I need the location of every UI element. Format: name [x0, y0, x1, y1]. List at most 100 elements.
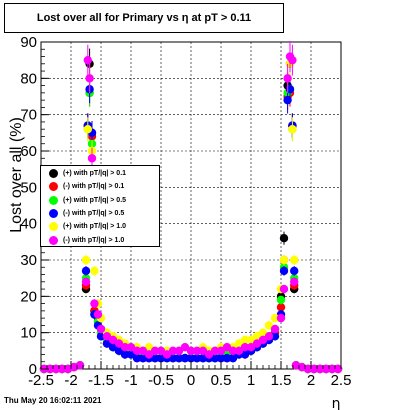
data-point	[279, 266, 289, 276]
data-point	[45, 364, 55, 374]
x-tick-label: -2.5	[28, 372, 54, 389]
data-point	[303, 364, 313, 374]
x-tick-label: -1.5	[88, 372, 114, 389]
data-point	[222, 353, 232, 363]
x-tick-label: 0	[187, 372, 195, 389]
data-point	[85, 74, 94, 83]
legend-label: (-) with pT/|q| > 0.1	[63, 183, 125, 191]
data-point	[87, 154, 97, 163]
data-point	[327, 364, 337, 374]
chart-title: Lost over all for Primary vs η at pT > 0…	[4, 3, 284, 33]
legend-label: (-) with pT/|q| > 0.5	[63, 210, 125, 218]
x-tick-label: -0.5	[148, 372, 174, 389]
y-tick-label: 10	[20, 325, 37, 342]
data-point	[57, 364, 67, 374]
data-point	[228, 346, 238, 356]
data-point	[321, 364, 331, 374]
y-tick-label: 30	[20, 252, 37, 269]
legend-marker	[49, 235, 58, 245]
data-point	[93, 310, 103, 319]
legend-marker	[49, 222, 58, 232]
data-point	[210, 346, 220, 356]
x-tick-label: 2.5	[331, 372, 352, 389]
legend-label: (+) with pT/|q| > 0.1	[63, 170, 127, 178]
data-point	[309, 364, 319, 374]
x-tick-label: 2	[307, 372, 315, 389]
data-point	[276, 313, 286, 323]
axes: -2.5 -2 -1.5 -1 -0.5 0 0.5 1 1.5 2 2.5 0 10 20 30 40 50 6…	[20, 34, 351, 389]
data-point	[270, 324, 280, 334]
y-tick-label: 60	[20, 143, 37, 160]
data-point	[96, 324, 106, 334]
legend-entry: (-) with pT/|q| > 1.0	[41, 233, 159, 246]
data-point	[315, 364, 325, 374]
data-point	[276, 303, 286, 312]
data-point	[83, 125, 93, 134]
x-axis-label: η	[332, 396, 341, 410]
y-tick-label: 80	[20, 70, 37, 87]
data-point	[83, 55, 93, 65]
data-point	[290, 277, 299, 286]
data-point	[240, 343, 250, 352]
x-tick-label: -1	[124, 372, 137, 389]
data-point	[270, 332, 280, 341]
data-point	[288, 55, 297, 65]
data-point	[279, 284, 289, 294]
data-point	[150, 346, 160, 356]
legend-entry: (-) with pT/|q| > 0.5	[41, 207, 159, 220]
data-point	[290, 255, 299, 265]
data-point	[120, 350, 130, 359]
y-tick-label: 40	[20, 216, 37, 233]
data-points	[39, 40, 343, 374]
data-point	[180, 353, 190, 363]
data-point	[174, 353, 184, 363]
data-point	[240, 335, 250, 345]
data-point	[90, 299, 99, 308]
data-point	[132, 353, 142, 363]
data-point	[283, 95, 292, 105]
data-point	[81, 255, 91, 265]
legend-marker	[49, 195, 58, 205]
data-point	[333, 364, 343, 374]
data-point	[81, 266, 91, 276]
y-tick-label: 20	[20, 288, 37, 305]
legend-entry: (-) with pT/|q| > 0.1	[41, 180, 159, 193]
legend: (+) with pT/|q| > 0.1 (-) with pT/|q| > 0…	[40, 165, 160, 247]
legend-entry: (+) with pT/|q| > 0.5	[41, 194, 159, 207]
legend-marker	[49, 182, 58, 192]
y-tick-label: 0	[29, 361, 37, 378]
y-tick-label: 50	[20, 179, 37, 196]
y-tick-label: 70	[20, 107, 37, 124]
data-point	[288, 125, 297, 134]
data-point	[279, 255, 289, 265]
data-point	[264, 332, 274, 341]
legend-marker	[49, 209, 58, 219]
legend-label: (-) with pT/|q| > 1.0	[63, 236, 125, 244]
data-point	[290, 266, 299, 276]
legend-label: (+) with pT/|q| > 1.0	[63, 223, 127, 231]
legend-entry: (+) with pT/|q| > 1.0	[41, 220, 159, 233]
data-point	[192, 353, 202, 363]
data-point	[283, 74, 292, 83]
data-point	[186, 346, 196, 356]
data-point	[276, 295, 286, 305]
data-point	[285, 85, 295, 94]
legend-entry: (+) with pT/|q| > 0.1	[41, 167, 159, 180]
timestamp-footer: Thu May 20 16:02:11 2021	[4, 396, 102, 405]
x-tick-label: 1.5	[271, 372, 292, 389]
data-point	[75, 361, 85, 370]
data-point	[51, 364, 61, 374]
x-tick-label: -2	[64, 372, 77, 389]
data-point	[270, 313, 280, 323]
data-point	[216, 353, 226, 363]
data-point	[186, 353, 196, 363]
x-tick-label: 0.5	[211, 372, 232, 389]
legend-marker	[49, 169, 58, 179]
data-point	[120, 343, 130, 352]
data-point	[192, 346, 202, 356]
data-point	[90, 266, 99, 276]
data-point	[81, 277, 91, 286]
data-point	[279, 234, 289, 243]
y-axis-label: Lost over all (%)	[8, 117, 25, 233]
